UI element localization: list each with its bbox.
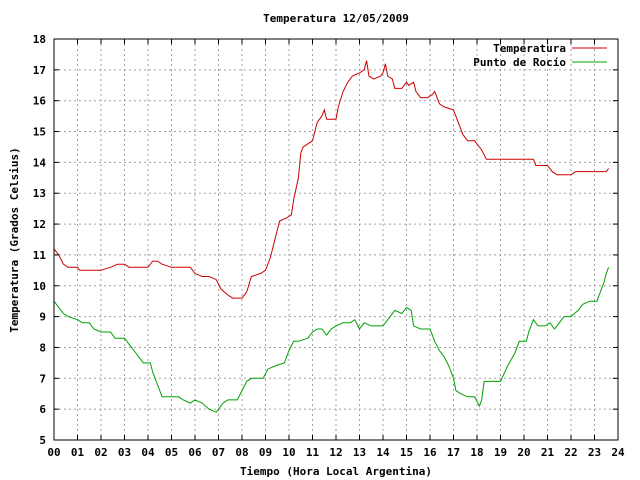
x-tick-label: 24 [611,446,625,459]
y-axis-label: Temperatura (Grados Celsius) [8,147,21,332]
y-tick-label: 6 [39,403,46,416]
y-axis-ticks: 5 6 7 8 9 10 11 12 13 14 15 16 17 18 [33,33,618,447]
y-tick-label: 16 [33,95,47,108]
x-tick-label: 09 [259,446,272,459]
x-tick-label: 16 [423,446,437,459]
x-tick-label: 14 [376,446,390,459]
series-line-temperatura [53,60,609,299]
x-axis-label: Tiempo (Hora Local Argentina) [240,465,432,478]
y-tick-label: 14 [33,156,47,169]
x-tick-label: 01 [71,446,85,459]
x-tick-label: 03 [118,446,131,459]
x-tick-label: 06 [188,446,202,459]
legend-label-temperatura: Temperatura [493,42,566,55]
x-tick-label: 11 [306,446,320,459]
x-tick-label: 15 [400,446,413,459]
y-tick-label: 10 [33,280,46,293]
x-tick-label: 02 [94,446,107,459]
x-tick-label: 05 [165,446,178,459]
grid [54,39,618,440]
x-tick-label: 18 [470,446,483,459]
series-line-punto-de-rocio [53,267,610,413]
x-tick-label: 19 [494,446,507,459]
x-tick-label: 17 [447,446,460,459]
x-tick-label: 20 [517,446,530,459]
chart-title: Temperatura 12/05/2009 [263,12,409,25]
y-tick-label: 15 [33,126,46,139]
x-tick-label: 21 [541,446,555,459]
x-axis-ticks: 00 01 02 03 04 05 06 07 08 09 10 11 12 13 14 15 16 17 18 19… [47,39,625,459]
y-tick-label: 13 [33,187,46,200]
y-tick-label: 7 [39,372,46,385]
x-tick-label: 08 [235,446,248,459]
x-tick-label: 00 [47,446,60,459]
y-tick-label: 17 [33,64,46,77]
legend-label-punto-de-rocio: Punto de Rocío [473,56,566,69]
legend: Temperatura Punto de Rocío [473,42,607,69]
series-lines [53,60,610,413]
x-tick-label: 07 [212,446,225,459]
y-tick-label: 9 [39,311,46,324]
y-tick-label: 11 [33,249,47,262]
y-tick-label: 8 [39,341,46,354]
x-tick-label: 12 [329,446,342,459]
y-tick-label: 12 [33,218,46,231]
x-tick-label: 10 [282,446,295,459]
x-tick-label: 04 [141,446,155,459]
x-tick-label: 13 [353,446,366,459]
y-tick-label: 5 [39,434,46,447]
x-tick-label: 23 [588,446,601,459]
x-tick-label: 22 [564,446,577,459]
y-tick-label: 18 [33,33,46,46]
